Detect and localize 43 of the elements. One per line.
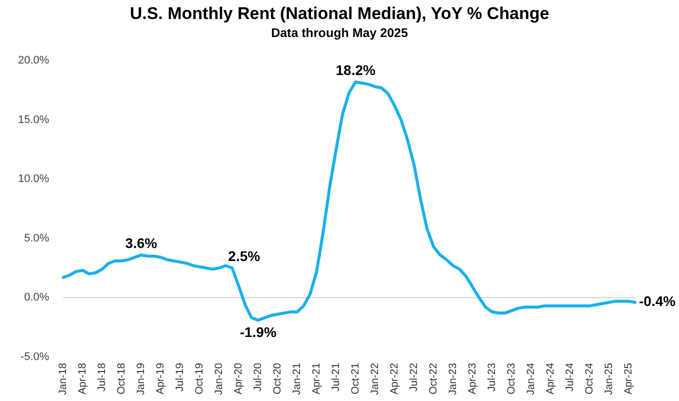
x-tick-label: Jul-22 <box>408 362 420 392</box>
chart-title: U.S. Monthly Rent (National Median), YoY % Change <box>128 4 550 24</box>
data-label: -1.9% <box>240 324 277 340</box>
x-tick-label: Oct-21 <box>349 362 362 394</box>
y-tick-label: 20.0% <box>18 54 50 67</box>
y-tick-label: 5.0% <box>24 232 50 244</box>
y-tick-label: 10.0% <box>18 173 50 186</box>
x-tick-label: Apr-20 <box>232 362 245 394</box>
x-tick-label: Jan-22 <box>368 362 381 396</box>
x-tick-label: Oct-22 <box>427 362 440 394</box>
x-tick-label: Jan-20 <box>213 362 226 396</box>
x-tick-label: Jan-21 <box>291 362 304 396</box>
data-label: 2.5% <box>228 248 261 264</box>
x-tick-label: Jan-24 <box>524 362 537 396</box>
x-tick-label: Jan-23 <box>446 362 459 396</box>
x-tick-label: Oct-19 <box>194 362 206 394</box>
x-tick-label: Jan-25 <box>602 362 615 396</box>
x-tick-label: Jul-24 <box>564 362 576 392</box>
x-tick-label: Jul-21 <box>330 362 342 392</box>
data-label: -0.4% <box>639 293 676 310</box>
x-tick-label: Jul-23 <box>486 362 498 392</box>
y-tick-label: 15.0% <box>18 114 50 126</box>
x-tick-label: Jul-20 <box>252 362 264 392</box>
x-tick-label: Jan-18 <box>57 362 70 396</box>
x-tick-label: Jan-19 <box>135 362 148 396</box>
x-tick-label: Apr-23 <box>466 362 478 394</box>
x-tick-label: Oct-24 <box>583 362 596 394</box>
data-label: 3.6% <box>125 234 158 251</box>
x-tick-label: Apr-22 <box>388 362 400 394</box>
x-tick-label: Apr-18 <box>76 362 89 394</box>
x-tick-label: Oct-20 <box>272 362 284 394</box>
y-tick-label: 0.0% <box>24 292 50 304</box>
y-tick-label: -5.0% <box>20 350 50 363</box>
x-tick-label: Apr-19 <box>154 362 167 394</box>
x-tick-label: Jul-18 <box>96 362 108 392</box>
x-tick-label: Apr-21 <box>310 362 322 394</box>
data-label: 18.2% <box>336 62 376 78</box>
x-tick-label: Oct-18 <box>116 362 128 394</box>
x-tick-label: Apr-24 <box>544 362 556 394</box>
x-tick-label: Oct-23 <box>505 362 518 394</box>
x-tick-label: Apr-25 <box>622 362 634 394</box>
chart-subtitle: Data through May 2025 <box>270 26 409 40</box>
x-tick-label: Jul-19 <box>174 362 186 392</box>
